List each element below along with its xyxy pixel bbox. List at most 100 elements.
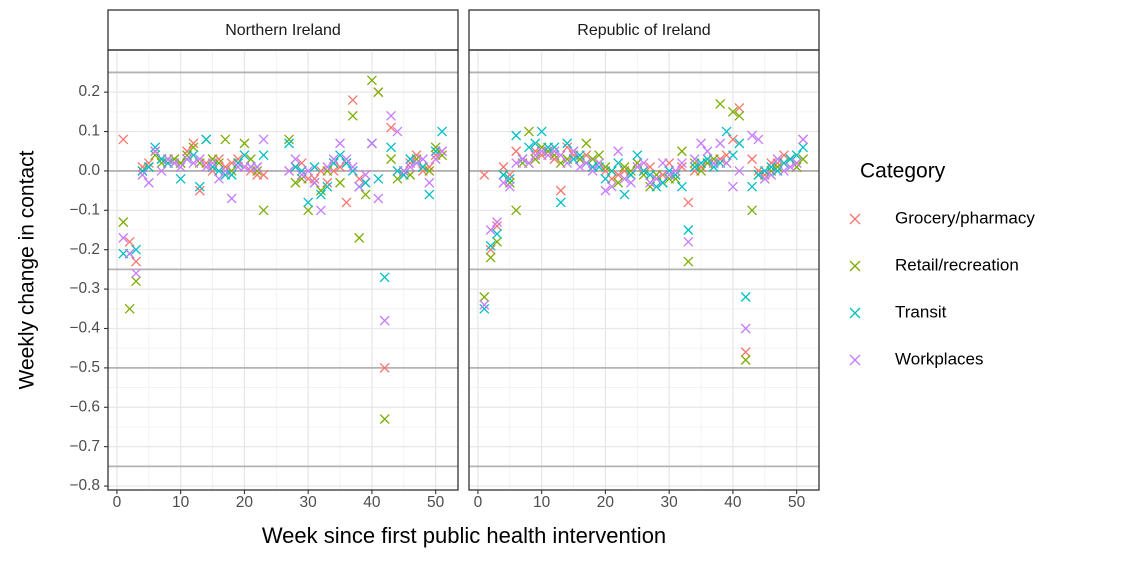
point (347, 95, 358, 105)
facet-strip (107, 9, 459, 51)
point (721, 126, 732, 137)
point (284, 138, 295, 149)
facet-title: Republic of Ireland (577, 22, 710, 39)
point (392, 126, 403, 137)
y-tick-label: −0.7 (69, 438, 100, 455)
legend-label: Transit (895, 302, 947, 321)
legend-marker (849, 354, 861, 366)
point (753, 169, 764, 180)
point (150, 150, 161, 161)
point (785, 154, 796, 165)
point (303, 197, 314, 208)
point (322, 162, 333, 172)
point (392, 173, 403, 184)
point (498, 177, 509, 188)
point (169, 158, 180, 169)
point (492, 221, 503, 232)
point (715, 99, 726, 109)
facet-strip (468, 9, 820, 51)
point (670, 165, 681, 176)
point (143, 162, 154, 172)
point (562, 142, 573, 153)
point (708, 158, 719, 169)
y-tick-label: 0.2 (78, 83, 100, 100)
point (252, 165, 263, 176)
point (791, 150, 802, 161)
point (366, 138, 377, 149)
point (498, 162, 509, 172)
point (296, 169, 307, 180)
point (715, 138, 726, 149)
point (322, 181, 333, 192)
point (702, 146, 713, 157)
point (696, 165, 707, 176)
point (233, 158, 244, 169)
point (734, 138, 745, 149)
point (638, 165, 649, 176)
x-tick-label: 20 (597, 494, 615, 511)
point (766, 169, 777, 180)
point (772, 154, 783, 165)
point (194, 185, 205, 196)
point (587, 165, 598, 176)
point (747, 154, 758, 165)
point (284, 134, 295, 145)
point (606, 165, 617, 176)
legend-label: Retail/recreation (895, 255, 1019, 274)
point (188, 150, 199, 161)
point (619, 173, 630, 184)
y-tick-label: −0.3 (69, 280, 100, 297)
point (600, 185, 611, 196)
x-axis-label: Week since first public health intervent… (262, 523, 666, 548)
point (303, 165, 314, 176)
point (625, 165, 636, 176)
point (523, 126, 534, 137)
point (175, 173, 186, 184)
point (613, 158, 624, 169)
x-tick-label: 0 (474, 494, 483, 511)
point (335, 150, 346, 161)
point (530, 154, 541, 165)
point (511, 205, 522, 216)
point (405, 154, 416, 165)
legend-title: Category (860, 160, 946, 183)
point (734, 165, 745, 176)
point (625, 169, 636, 180)
y-tick-label: −0.1 (69, 201, 100, 218)
point (188, 158, 199, 169)
point (613, 169, 624, 180)
point (594, 158, 605, 169)
point (696, 158, 707, 169)
point (213, 173, 224, 184)
point (201, 162, 212, 172)
point (118, 134, 129, 145)
x-tick-label: 10 (533, 494, 551, 511)
point (437, 146, 448, 157)
point (405, 162, 416, 172)
x-tick-label: 50 (427, 494, 445, 511)
point (303, 205, 314, 216)
point (549, 154, 560, 165)
point (734, 102, 745, 113)
point (747, 130, 758, 141)
point (562, 158, 573, 169)
point (386, 110, 397, 121)
point (645, 162, 656, 172)
point (536, 126, 547, 137)
point (778, 165, 789, 176)
point (424, 189, 435, 200)
point (137, 165, 148, 176)
point (118, 232, 129, 243)
point (670, 173, 681, 184)
point (562, 138, 573, 149)
point (485, 244, 496, 255)
point (220, 165, 231, 176)
point (417, 162, 428, 172)
point (530, 138, 541, 149)
legend-marker (849, 260, 861, 272)
point (296, 173, 307, 184)
point (676, 181, 687, 192)
point (124, 236, 135, 247)
point (727, 134, 738, 145)
point (485, 252, 496, 263)
